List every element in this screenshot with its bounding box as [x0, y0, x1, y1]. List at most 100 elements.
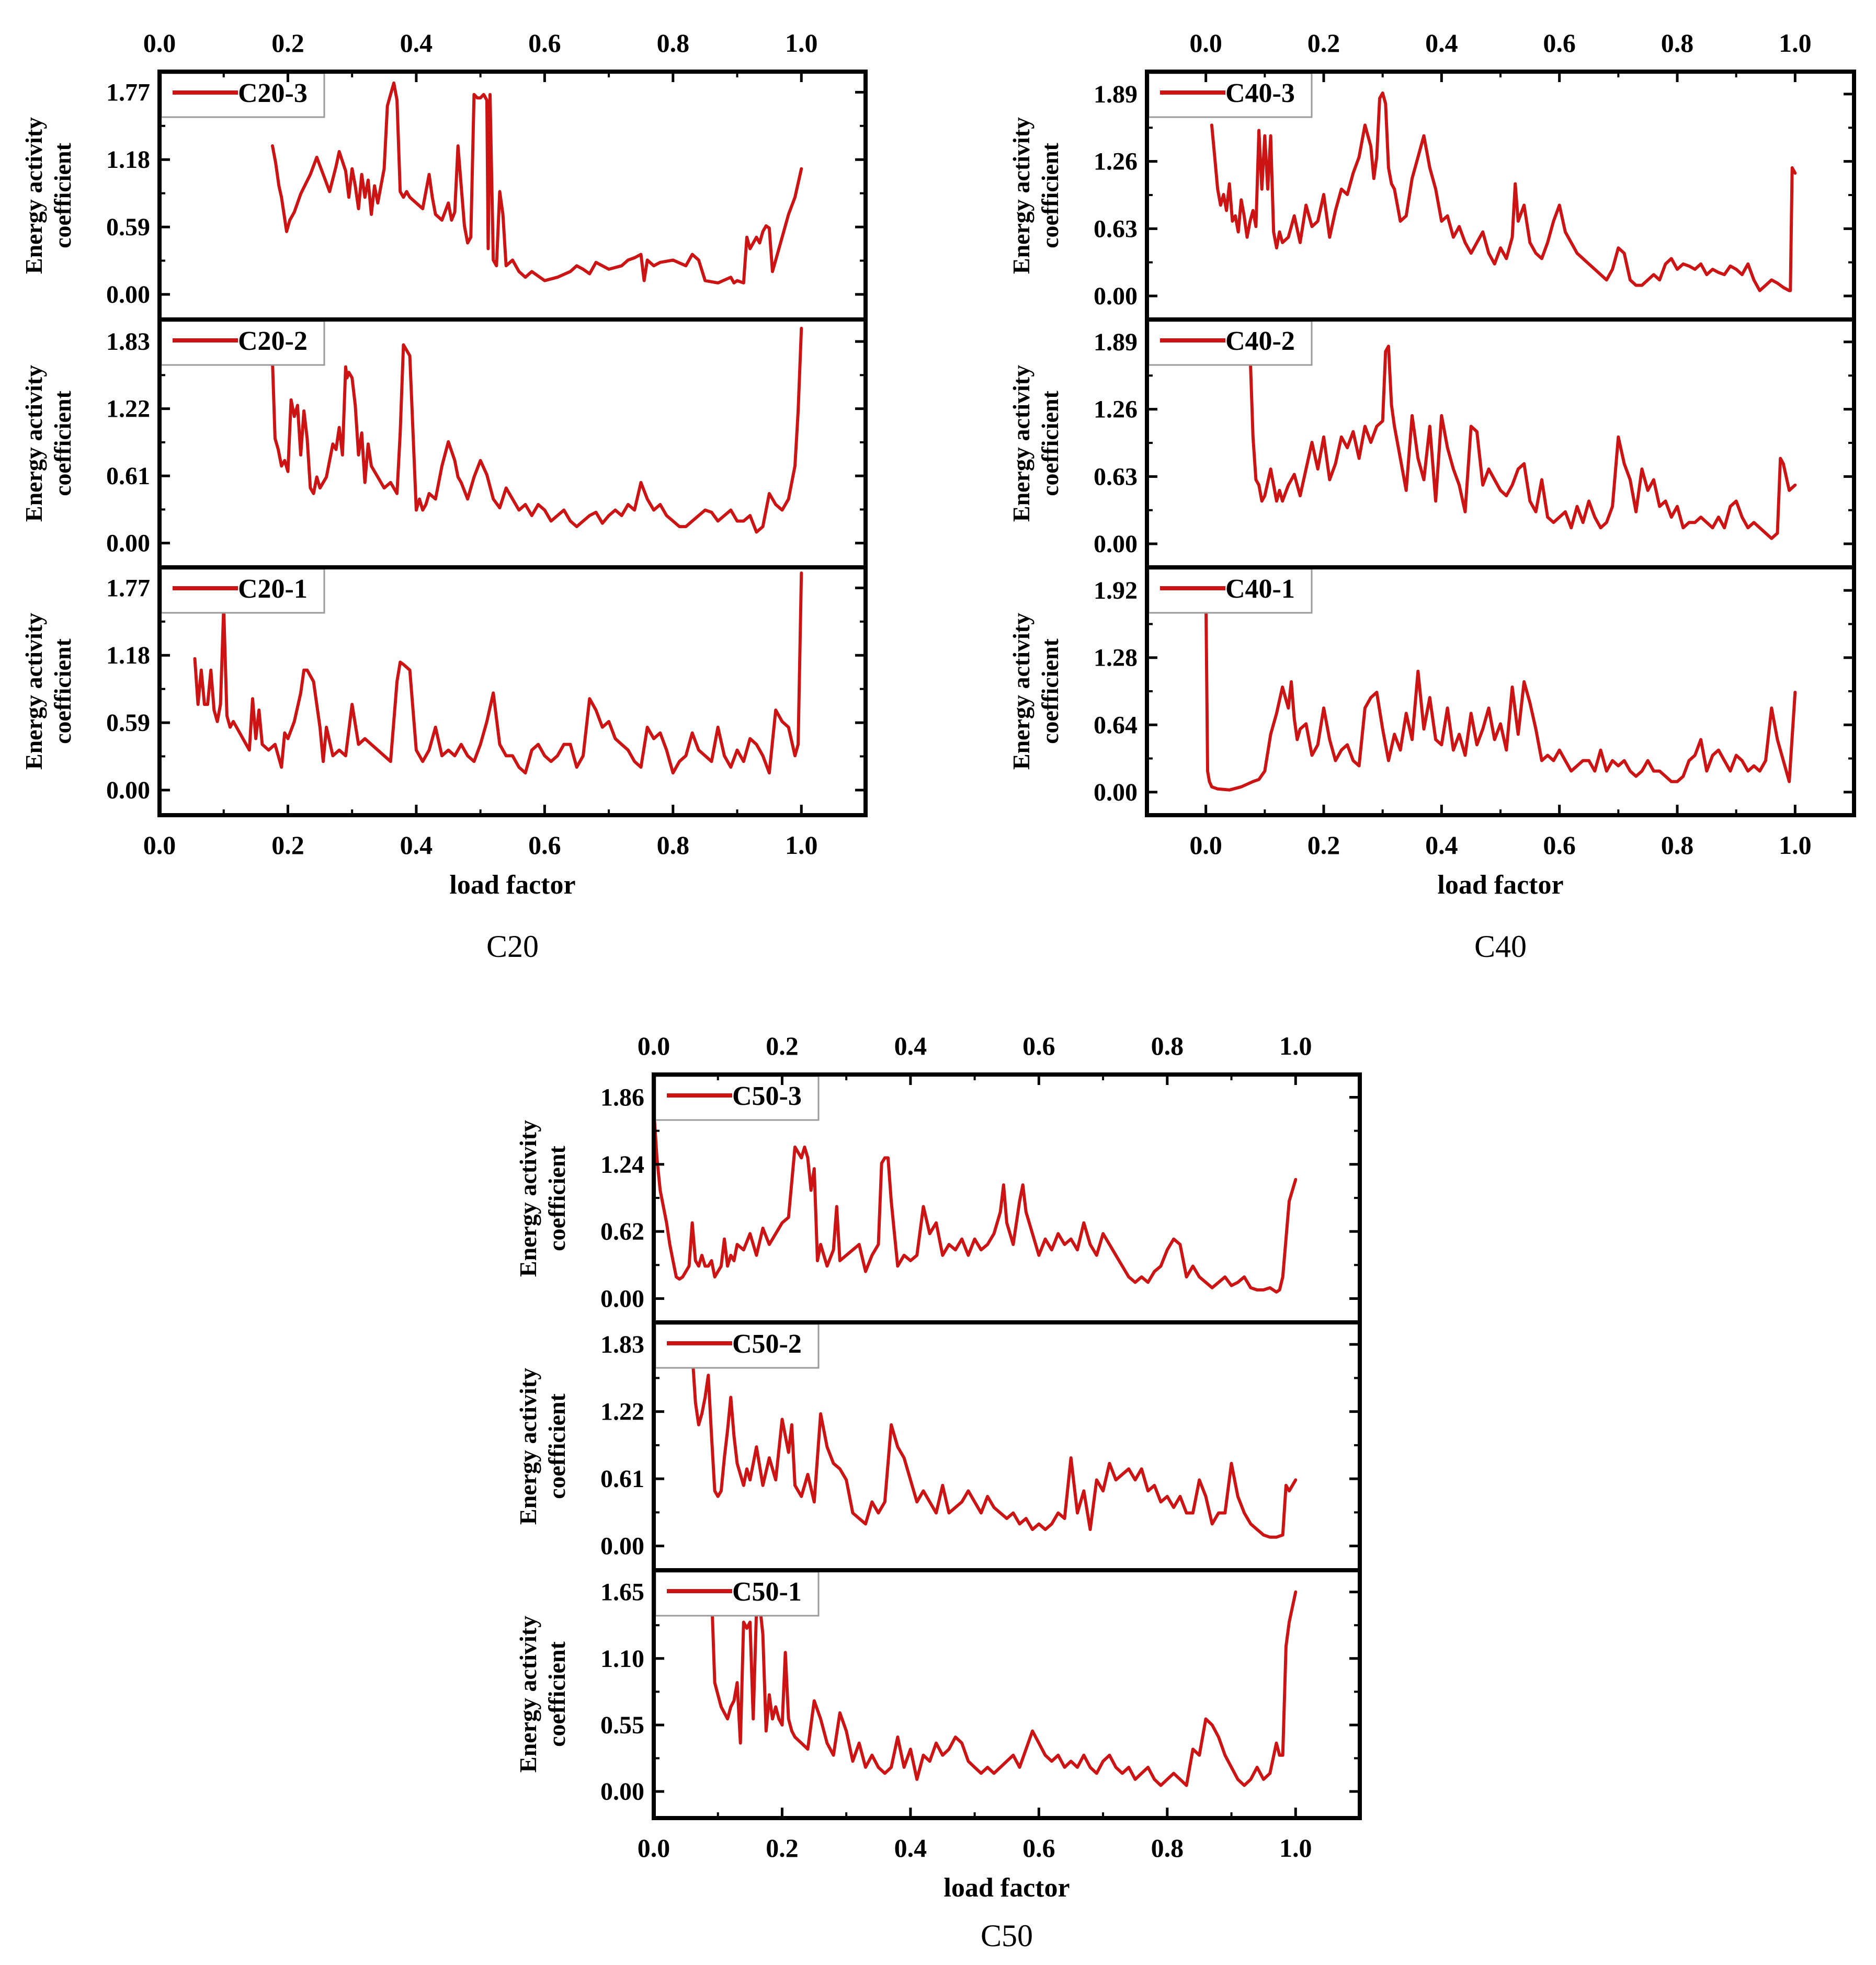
top-axis-tick-label: 0.0 — [638, 1031, 670, 1060]
y-axis-label: coefficient — [49, 390, 76, 496]
legend-box — [654, 1571, 820, 1617]
series-line-c20-3 — [271, 81, 803, 285]
panel-c40-3: 0.00 0.63 1.26 1.89 Energy activity coefficie… — [1008, 70, 1856, 322]
legend-label: C40-2 — [1225, 326, 1295, 356]
x-tick-label: 0.4 — [400, 830, 433, 860]
y-tick-label: 1.86 — [600, 1083, 644, 1111]
legend-box — [160, 72, 325, 118]
panel-c50-3: 0.00 0.62 1.24 1.86 Energy activity coefficie… — [515, 1072, 1362, 1324]
x-axis-label: load factor — [943, 1873, 1070, 1903]
legend-label: C40-1 — [1225, 574, 1295, 604]
y-axis-label: Energy activity — [1008, 117, 1034, 274]
x-tick-label: 0.8 — [1661, 830, 1694, 860]
panel-c20-1: 0.00 0.59 1.18 1.77 Energy activity coefficie… — [20, 565, 868, 817]
y-axis-label: coefficient — [49, 638, 76, 744]
y-axis-label: coefficient — [1037, 142, 1063, 248]
y-tick-label: 0.61 — [600, 1465, 644, 1493]
legend: C40-3 — [1147, 72, 1313, 118]
legend: C40-1 — [1147, 568, 1313, 614]
y-tick-label: 0.63 — [1094, 463, 1138, 490]
top-axis-tick-label: 0.8 — [657, 28, 690, 58]
y-tick-label: 0.00 — [106, 281, 150, 309]
y-tick-label: 0.00 — [600, 1285, 644, 1312]
top-axis-tick-label: 0.6 — [1543, 28, 1576, 58]
y-tick-label: 1.77 — [106, 78, 150, 106]
y-axis-label: Energy activity — [20, 613, 47, 770]
y-axis-label: coefficient — [543, 1393, 570, 1499]
y-tick-label: 0.63 — [1094, 215, 1138, 243]
legend: C50-2 — [654, 1323, 820, 1369]
y-axis-label: coefficient — [543, 1145, 570, 1251]
y-tick-label: 0.61 — [106, 462, 150, 490]
y-tick-label: 0.00 — [106, 776, 150, 804]
x-tick-label: 0.0 — [143, 830, 176, 860]
y-axis-label: Energy activity — [1008, 365, 1034, 522]
y-tick-label: 0.59 — [106, 709, 150, 737]
y-tick-label: 1.83 — [600, 1331, 644, 1358]
y-axis-label: coefficient — [1037, 390, 1063, 496]
y-tick-label: 0.59 — [106, 213, 150, 241]
y-tick-label: 1.18 — [106, 146, 150, 174]
series-line-c50-3 — [652, 1107, 1298, 1294]
panel-c20-3: 0.00 0.59 1.18 1.77 Energy activity coefficie… — [20, 70, 868, 322]
legend: C40-2 — [1147, 320, 1313, 366]
y-tick-label: 1.77 — [106, 574, 150, 602]
top-axis-tick-label: 0.2 — [1307, 28, 1340, 58]
chart-caption: C50 — [981, 1918, 1033, 1953]
y-tick-label: 1.24 — [600, 1151, 644, 1179]
legend-label: C50-3 — [732, 1081, 802, 1111]
y-tick-label: 1.22 — [600, 1398, 644, 1426]
y-tick-label: 1.10 — [600, 1645, 644, 1673]
series-line-c50-2 — [690, 1352, 1298, 1539]
y-axis-label: Energy activity — [515, 1616, 541, 1773]
top-axis-tick-label: 1.0 — [785, 28, 818, 58]
chart-caption: C40 — [1474, 929, 1527, 964]
y-tick-label: 0.55 — [600, 1711, 644, 1739]
y-tick-label: 1.65 — [600, 1579, 644, 1606]
series-line-c40-2 — [1248, 345, 1797, 540]
y-tick-label: 0.64 — [1094, 711, 1138, 739]
y-axis-label: Energy activity — [1008, 613, 1034, 770]
x-tick-label: 0.8 — [657, 830, 690, 860]
y-axis-label: coefficient — [49, 142, 76, 248]
y-tick-label: 1.89 — [1094, 328, 1138, 356]
legend-box — [654, 1323, 820, 1369]
x-axis-label: load factor — [449, 870, 575, 900]
y-tick-label: 0.62 — [600, 1218, 644, 1246]
y-tick-label: 1.92 — [1094, 577, 1138, 604]
x-tick-label: 0.6 — [1543, 830, 1576, 860]
x-tick-label: 0.6 — [528, 830, 561, 860]
top-axis-tick-label: 0.4 — [894, 1031, 927, 1060]
y-tick-label: 1.26 — [1094, 396, 1138, 424]
legend-label: C20-3 — [238, 78, 308, 108]
y-axis-label: Energy activity — [20, 365, 47, 522]
y-tick-label: 0.00 — [1094, 282, 1138, 310]
legend: C20-3 — [160, 72, 325, 118]
series-line-c40-1 — [1204, 591, 1797, 792]
x-tick-label: 0.4 — [1425, 830, 1458, 860]
panel-frame — [157, 565, 868, 817]
y-tick-label: 0.00 — [600, 1533, 644, 1560]
legend: C20-1 — [160, 568, 325, 614]
legend-label: C50-2 — [732, 1329, 802, 1359]
x-tick-label: 0.8 — [1151, 1833, 1184, 1863]
legend: C50-3 — [654, 1075, 820, 1121]
top-axis-tick-label: 0.8 — [1151, 1031, 1184, 1060]
panel-c20-2: 0.00 0.61 1.22 1.83 Energy activity coefficie… — [20, 317, 868, 569]
series-line-c50-1 — [710, 1590, 1298, 1787]
top-axis-tick-label: 0.4 — [400, 28, 433, 58]
y-axis-label: Energy activity — [515, 1368, 541, 1525]
panel-c50-1: 0.00 0.55 1.10 1.65 Energy activity coefficie… — [515, 1568, 1362, 1820]
y-axis-label: Energy activity — [515, 1120, 541, 1277]
y-tick-label: 1.18 — [106, 642, 150, 669]
y-tick-label: 1.22 — [106, 395, 150, 423]
y-tick-label: 1.26 — [1094, 148, 1138, 176]
x-tick-label: 0.2 — [766, 1833, 799, 1863]
top-axis-tick-label: 1.0 — [1779, 28, 1812, 58]
top-axis-tick-label: 0.4 — [1425, 28, 1458, 58]
y-axis-label: coefficient — [1037, 638, 1063, 744]
